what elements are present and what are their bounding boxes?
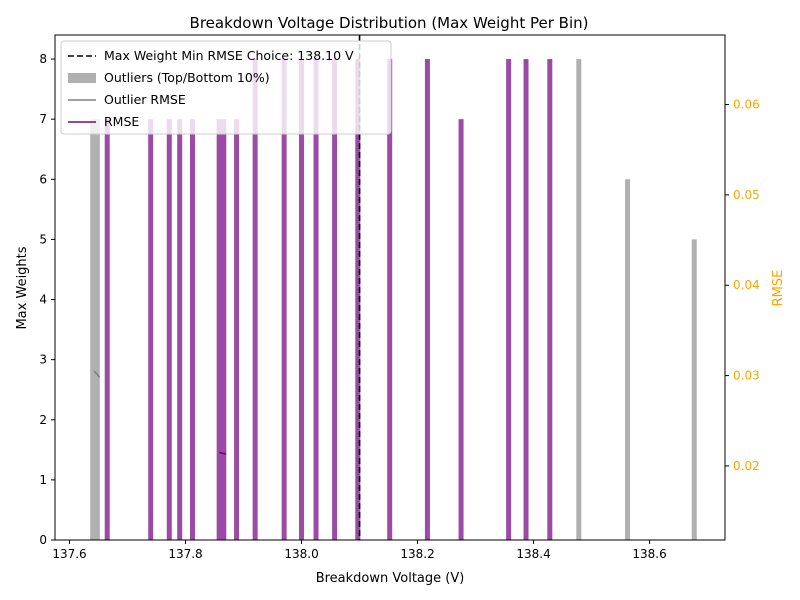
y-tick-label: 8	[39, 52, 47, 66]
y2-axis-label: RMSE	[771, 270, 786, 307]
y-axis-label: Max Weights	[15, 246, 30, 329]
x-tick-label: 138.0	[284, 547, 318, 561]
bar	[332, 59, 338, 541]
y-tick-label: 5	[39, 232, 47, 246]
y-tick-label: 4	[39, 293, 47, 307]
chart-title: Breakdown Voltage Distribution (Max Weig…	[190, 14, 589, 32]
outlier-bar	[691, 239, 697, 540]
x-tick-label: 137.8	[168, 547, 202, 561]
x-tick-label: 138.6	[632, 547, 666, 561]
x-axis-ticks: 137.6 137.8 138.0 138.2 138.4 138.6	[52, 540, 667, 561]
x-tick-label: 137.6	[52, 547, 86, 561]
y2-axis-ticks: 0.02 0.03 0.04 0.05 0.06	[725, 98, 760, 473]
bar	[313, 59, 319, 541]
y-tick-label: 6	[39, 172, 47, 186]
y2-tick-label: 0.05	[733, 188, 760, 202]
bar	[148, 119, 154, 541]
y2-tick-label: 0.06	[733, 98, 760, 112]
outlier-bar	[90, 119, 96, 541]
plot-frame	[54, 34, 726, 541]
legend: Max Weight Min RMSE Choice: 138.10 V Outl…	[60, 40, 392, 135]
outlier-rmse-line	[93, 370, 101, 378]
bar	[547, 59, 553, 541]
bar	[506, 59, 512, 541]
legend-box	[60, 40, 392, 135]
y-axis-ticks: 0 1 2 3 4 5 6 7 8	[39, 52, 55, 547]
bar	[189, 119, 195, 541]
bar	[216, 119, 222, 541]
x-axis-label: Breakdown Voltage (V)	[316, 571, 465, 586]
y2-tick-label: 0.02	[733, 459, 760, 473]
y-tick-label: 3	[39, 353, 47, 367]
bar	[166, 119, 172, 541]
bar	[387, 59, 393, 541]
bar	[177, 119, 183, 541]
bar	[299, 59, 305, 541]
legend-label: Max Weight Min RMSE Choice: 138.10 V	[104, 48, 354, 63]
legend-label: RMSE	[104, 114, 139, 129]
bar	[424, 59, 430, 541]
rmse-lines-group	[93, 370, 227, 455]
x-tick-label: 138.2	[400, 547, 434, 561]
bar	[523, 59, 529, 541]
outlier-bar	[576, 59, 582, 541]
bar	[458, 119, 464, 541]
x-tick-label: 138.4	[516, 547, 550, 561]
bar	[221, 119, 227, 541]
y2-tick-label: 0.03	[733, 369, 760, 383]
bar	[281, 59, 287, 541]
y-tick-label: 2	[39, 413, 47, 427]
legend-label: Outliers (Top/Bottom 10%)	[104, 70, 270, 85]
bar	[355, 59, 361, 541]
outlier-bar	[94, 119, 100, 541]
bar	[234, 119, 240, 541]
y-tick-label: 0	[39, 533, 47, 547]
bar	[252, 59, 258, 541]
y-tick-label: 7	[39, 112, 47, 126]
outlier-bar	[625, 179, 631, 541]
legend-label: Outlier RMSE	[104, 92, 186, 107]
bars-group	[90, 59, 697, 541]
rmse-line	[218, 451, 227, 455]
legend-swatch-outliers	[68, 73, 96, 83]
bar	[104, 119, 110, 541]
y2-tick-label: 0.04	[733, 278, 760, 292]
y-tick-label: 1	[39, 473, 47, 487]
